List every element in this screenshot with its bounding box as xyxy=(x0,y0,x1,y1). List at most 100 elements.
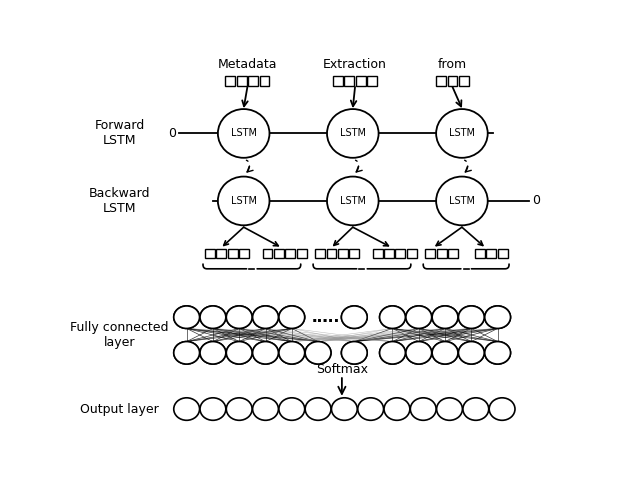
FancyArrowPatch shape xyxy=(353,227,388,246)
Ellipse shape xyxy=(341,306,367,328)
FancyBboxPatch shape xyxy=(448,248,458,258)
Ellipse shape xyxy=(200,341,226,364)
FancyBboxPatch shape xyxy=(344,75,355,86)
Ellipse shape xyxy=(384,398,410,420)
Ellipse shape xyxy=(406,306,431,328)
FancyBboxPatch shape xyxy=(326,248,337,258)
Ellipse shape xyxy=(253,341,278,364)
FancyBboxPatch shape xyxy=(349,248,359,258)
FancyBboxPatch shape xyxy=(436,248,447,258)
FancyBboxPatch shape xyxy=(262,248,273,258)
FancyArrowPatch shape xyxy=(380,131,435,136)
FancyBboxPatch shape xyxy=(425,248,435,258)
Ellipse shape xyxy=(227,341,252,364)
Text: Forward
LSTM: Forward LSTM xyxy=(95,119,145,148)
Text: Metadata: Metadata xyxy=(218,58,277,71)
Text: LSTM: LSTM xyxy=(230,196,257,206)
Ellipse shape xyxy=(327,177,379,225)
Ellipse shape xyxy=(484,306,511,328)
FancyBboxPatch shape xyxy=(274,248,284,258)
FancyBboxPatch shape xyxy=(225,75,236,86)
Ellipse shape xyxy=(279,341,305,364)
Ellipse shape xyxy=(218,177,269,225)
FancyBboxPatch shape xyxy=(228,248,237,258)
FancyArrowPatch shape xyxy=(351,87,356,106)
Text: LSTM: LSTM xyxy=(449,129,475,138)
Ellipse shape xyxy=(253,306,278,328)
FancyBboxPatch shape xyxy=(475,248,484,258)
Ellipse shape xyxy=(279,398,305,420)
FancyBboxPatch shape xyxy=(297,248,307,258)
FancyArrowPatch shape xyxy=(271,198,326,204)
FancyBboxPatch shape xyxy=(205,248,215,258)
Ellipse shape xyxy=(484,341,511,364)
Ellipse shape xyxy=(227,341,252,364)
Ellipse shape xyxy=(432,306,458,328)
Ellipse shape xyxy=(227,306,252,328)
Ellipse shape xyxy=(436,109,488,158)
Ellipse shape xyxy=(410,398,436,420)
FancyArrowPatch shape xyxy=(339,378,346,394)
FancyBboxPatch shape xyxy=(384,248,394,258)
Ellipse shape xyxy=(358,398,383,420)
Ellipse shape xyxy=(406,341,431,364)
Text: 0: 0 xyxy=(168,127,176,140)
FancyArrowPatch shape xyxy=(380,198,435,204)
FancyArrowPatch shape xyxy=(271,131,326,136)
Text: Fully connected
layer: Fully connected layer xyxy=(70,321,169,349)
Ellipse shape xyxy=(200,306,226,328)
FancyBboxPatch shape xyxy=(248,75,258,86)
Ellipse shape xyxy=(332,398,357,420)
Ellipse shape xyxy=(253,398,278,420)
Ellipse shape xyxy=(218,109,269,158)
FancyArrowPatch shape xyxy=(224,227,244,245)
Text: LSTM: LSTM xyxy=(230,129,257,138)
Ellipse shape xyxy=(463,398,489,420)
FancyBboxPatch shape xyxy=(237,75,246,86)
Ellipse shape xyxy=(227,398,252,420)
Ellipse shape xyxy=(173,306,200,328)
Ellipse shape xyxy=(200,398,226,420)
FancyArrowPatch shape xyxy=(489,198,531,204)
Ellipse shape xyxy=(305,398,331,420)
Ellipse shape xyxy=(380,341,405,364)
FancyArrowPatch shape xyxy=(436,227,462,245)
Ellipse shape xyxy=(432,341,458,364)
Text: LSTM: LSTM xyxy=(340,196,366,206)
FancyBboxPatch shape xyxy=(447,75,458,86)
Ellipse shape xyxy=(200,341,226,364)
FancyArrowPatch shape xyxy=(452,87,461,107)
Ellipse shape xyxy=(458,306,484,328)
FancyArrowPatch shape xyxy=(243,87,248,106)
FancyArrowPatch shape xyxy=(462,227,483,245)
Ellipse shape xyxy=(432,341,458,364)
Ellipse shape xyxy=(341,341,367,364)
FancyBboxPatch shape xyxy=(338,248,348,258)
Ellipse shape xyxy=(173,341,200,364)
Ellipse shape xyxy=(305,341,331,364)
Text: Output layer: Output layer xyxy=(80,403,159,415)
FancyBboxPatch shape xyxy=(436,75,446,86)
Ellipse shape xyxy=(200,306,226,328)
Ellipse shape xyxy=(484,306,511,328)
Text: LSTM: LSTM xyxy=(449,196,475,206)
FancyBboxPatch shape xyxy=(285,248,295,258)
Ellipse shape xyxy=(406,341,431,364)
Text: .....: ..... xyxy=(312,310,340,325)
Ellipse shape xyxy=(279,306,305,328)
Ellipse shape xyxy=(227,306,252,328)
Ellipse shape xyxy=(253,306,278,328)
Ellipse shape xyxy=(380,306,405,328)
Ellipse shape xyxy=(279,341,305,364)
FancyBboxPatch shape xyxy=(315,248,325,258)
Ellipse shape xyxy=(327,109,379,158)
FancyBboxPatch shape xyxy=(459,75,469,86)
Ellipse shape xyxy=(341,341,367,364)
Ellipse shape xyxy=(380,306,405,328)
FancyBboxPatch shape xyxy=(486,248,496,258)
FancyBboxPatch shape xyxy=(407,248,417,258)
Text: from: from xyxy=(438,58,467,71)
FancyArrowPatch shape xyxy=(334,227,353,245)
Ellipse shape xyxy=(458,306,484,328)
Ellipse shape xyxy=(305,341,331,364)
